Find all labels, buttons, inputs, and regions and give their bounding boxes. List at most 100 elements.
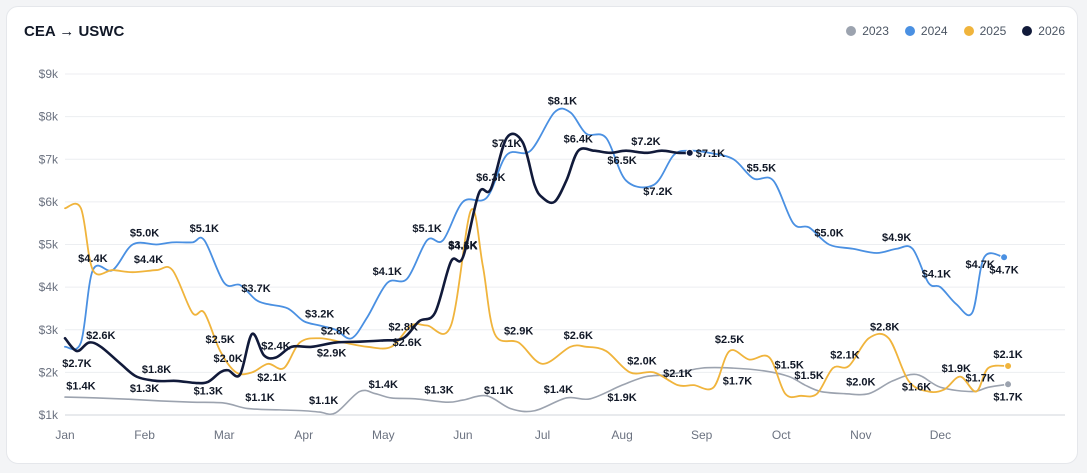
data-label: $2.5K bbox=[715, 334, 744, 346]
y-tick-label: $1k bbox=[39, 408, 59, 422]
data-label: $2.8K bbox=[389, 321, 418, 333]
data-label: $1.3K bbox=[194, 386, 223, 398]
y-tick-label: $7k bbox=[39, 152, 59, 166]
x-tick-label: Jun bbox=[453, 428, 472, 442]
x-tick-label: May bbox=[372, 428, 395, 442]
series-end-point-2026 bbox=[685, 148, 694, 157]
data-label: $6.5K bbox=[607, 155, 636, 167]
data-label: $4.6K bbox=[448, 240, 477, 252]
legend-dot-2023 bbox=[846, 26, 857, 36]
data-label: $3.1K bbox=[448, 239, 477, 251]
data-label: $8.1K bbox=[548, 95, 577, 107]
series-line-2023 bbox=[64, 366, 1009, 416]
series-line-2025 bbox=[64, 202, 1009, 399]
x-tick-label: Nov bbox=[850, 428, 871, 442]
series-end-point-2025 bbox=[1004, 361, 1013, 370]
data-label: $5.1K bbox=[412, 223, 441, 235]
data-label: $1.1K bbox=[245, 392, 274, 404]
data-label: $1.8K bbox=[142, 364, 171, 376]
data-label: $1.6K bbox=[902, 382, 931, 394]
x-tick-label: Feb bbox=[134, 428, 155, 442]
data-label: $7.2K bbox=[631, 136, 660, 148]
y-tick-label: $4k bbox=[39, 280, 59, 294]
data-label: $2.0K bbox=[627, 355, 656, 367]
y-tick-label: $5k bbox=[39, 238, 59, 252]
data-label: $2.1K bbox=[993, 349, 1022, 361]
legend-item-2023[interactable]: 2023 bbox=[846, 24, 889, 38]
data-label: $7.1K bbox=[492, 138, 521, 150]
data-label: $2.8K bbox=[870, 321, 899, 333]
data-label: $2.9K bbox=[317, 347, 346, 359]
data-label: $1.9K bbox=[942, 363, 971, 375]
data-label: $2.0K bbox=[846, 377, 875, 389]
data-label: $6.3K bbox=[476, 172, 505, 184]
data-label: $1.1K bbox=[309, 395, 338, 407]
legend-dot-2024 bbox=[904, 26, 915, 36]
data-label: $2.8K bbox=[321, 326, 350, 338]
data-label: $2.0K bbox=[213, 353, 242, 365]
data-label: $5.0K bbox=[130, 228, 159, 240]
data-label: $1.7K bbox=[993, 391, 1022, 403]
data-label: $2.1K bbox=[663, 368, 692, 380]
data-label: $1.5K bbox=[775, 360, 804, 372]
data-label: $7.2K bbox=[643, 186, 672, 198]
x-tick-label: Mar bbox=[214, 428, 235, 442]
data-label: $5.0K bbox=[814, 228, 843, 240]
data-label: $4.1K bbox=[922, 269, 951, 281]
data-label: $1.4K bbox=[369, 379, 398, 391]
y-tick-label: $8k bbox=[39, 110, 59, 124]
series-line-2026 bbox=[63, 132, 692, 385]
series-line-2024 bbox=[64, 107, 1005, 351]
data-label: $1.7K bbox=[966, 372, 995, 384]
data-label: $5.1K bbox=[190, 223, 219, 235]
x-tick-label: Aug bbox=[611, 428, 632, 442]
data-label: $2.9K bbox=[504, 326, 533, 338]
legend-dot-2025 bbox=[963, 26, 974, 36]
data-label: $4.7K bbox=[989, 264, 1018, 276]
legend-label-2024: 2024 bbox=[920, 24, 948, 38]
data-label: $4.9K bbox=[882, 232, 911, 244]
data-label: $1.4K bbox=[66, 381, 95, 393]
legend-label-2026: 2026 bbox=[1038, 24, 1065, 38]
data-label: $4.1K bbox=[373, 266, 402, 278]
legend-dot-2026 bbox=[1022, 26, 1033, 36]
data-label: $4.7K bbox=[966, 259, 995, 271]
data-label: $3.7K bbox=[241, 283, 270, 295]
data-label: $2.6K bbox=[393, 337, 422, 349]
data-label: $1.1K bbox=[484, 385, 513, 397]
legend-item-2024[interactable]: 2024 bbox=[904, 24, 948, 38]
x-tick-label: Apr bbox=[294, 428, 313, 442]
data-label: $2.6K bbox=[564, 330, 593, 342]
data-label: $7.1K bbox=[696, 148, 725, 160]
x-tick-label: Jul bbox=[535, 428, 550, 442]
legend-item-2025[interactable]: 2025 bbox=[963, 24, 1006, 38]
legend: 2023 2024 2025 2026 bbox=[846, 24, 1065, 38]
data-label: $6.4K bbox=[564, 134, 593, 146]
x-tick-label: Jan bbox=[55, 428, 74, 442]
data-label: $2.5K bbox=[206, 334, 235, 346]
x-tick-label: Dec bbox=[930, 428, 951, 442]
data-label: $1.9K bbox=[607, 392, 636, 404]
x-tick-label: Oct bbox=[772, 428, 791, 442]
legend-item-2026[interactable]: 2026 bbox=[1022, 24, 1065, 38]
data-label: $1.5K bbox=[794, 370, 823, 382]
data-label: $1.3K bbox=[130, 383, 159, 395]
data-label: $2.4K bbox=[261, 340, 290, 352]
data-label: $5.5K bbox=[747, 162, 776, 174]
data-label: $2.7K bbox=[62, 358, 91, 370]
data-label: $1.7K bbox=[723, 375, 752, 387]
data-label: $2.1K bbox=[257, 372, 286, 384]
y-tick-label: $6k bbox=[39, 195, 59, 209]
data-label: $2.6K bbox=[86, 330, 115, 342]
data-label: $1.4K bbox=[544, 384, 573, 396]
data-label: $2.1K bbox=[830, 350, 859, 362]
chart-card bbox=[6, 6, 1078, 464]
y-tick-label: $2k bbox=[39, 365, 59, 379]
y-tick-label: $9k bbox=[39, 67, 59, 81]
series-end-point-2023 bbox=[1004, 380, 1013, 389]
series-end-point-2024 bbox=[1000, 253, 1009, 262]
data-label: $4.4K bbox=[78, 253, 107, 265]
data-label: $3.2K bbox=[305, 308, 334, 320]
x-tick-label: Sep bbox=[691, 428, 713, 442]
